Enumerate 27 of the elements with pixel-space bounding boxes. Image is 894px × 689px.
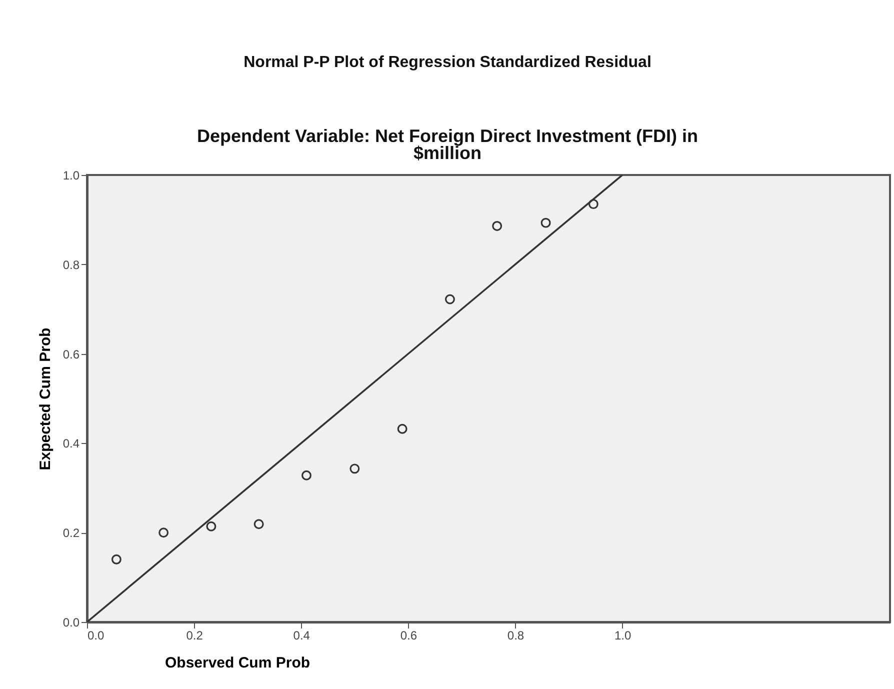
chart-subtitle: Dependent Variable: Net Foreign Direct Investment (FDI) in $million bbox=[196, 126, 698, 163]
point bbox=[540, 218, 551, 228]
chart-title: Normal P-P Plot of Regression Standardized Residual bbox=[244, 54, 652, 71]
point bbox=[444, 294, 455, 304]
x-tick-label: 0.0 bbox=[88, 628, 105, 642]
y-tick-label: 1.0 bbox=[62, 168, 80, 182]
x-tick-label: 0.2 bbox=[186, 628, 204, 642]
y-tick-label: 0.2 bbox=[62, 526, 80, 540]
x-tick-label: 0.4 bbox=[293, 628, 310, 642]
point bbox=[350, 464, 360, 474]
x-axis-title: Observed Cum Prob bbox=[164, 654, 310, 672]
point bbox=[588, 199, 598, 210]
y-axis-title: Expected Cum Prob bbox=[36, 328, 54, 470]
point bbox=[158, 528, 169, 538]
y-tick-label: 0.6 bbox=[62, 347, 80, 362]
x-tick-label: 1.0 bbox=[614, 628, 632, 642]
x-tick-label: 0.8 bbox=[507, 628, 524, 642]
point bbox=[492, 220, 502, 231]
point bbox=[397, 424, 408, 434]
y-tick-label: 0.8 bbox=[62, 258, 80, 272]
y-tick-label: 0.4 bbox=[62, 436, 80, 451]
point bbox=[206, 521, 216, 532]
point bbox=[254, 519, 264, 530]
point bbox=[302, 470, 312, 480]
y-tick-label: 0.0 bbox=[62, 616, 80, 630]
point bbox=[111, 554, 122, 564]
x-tick-label: 0.6 bbox=[400, 628, 418, 642]
